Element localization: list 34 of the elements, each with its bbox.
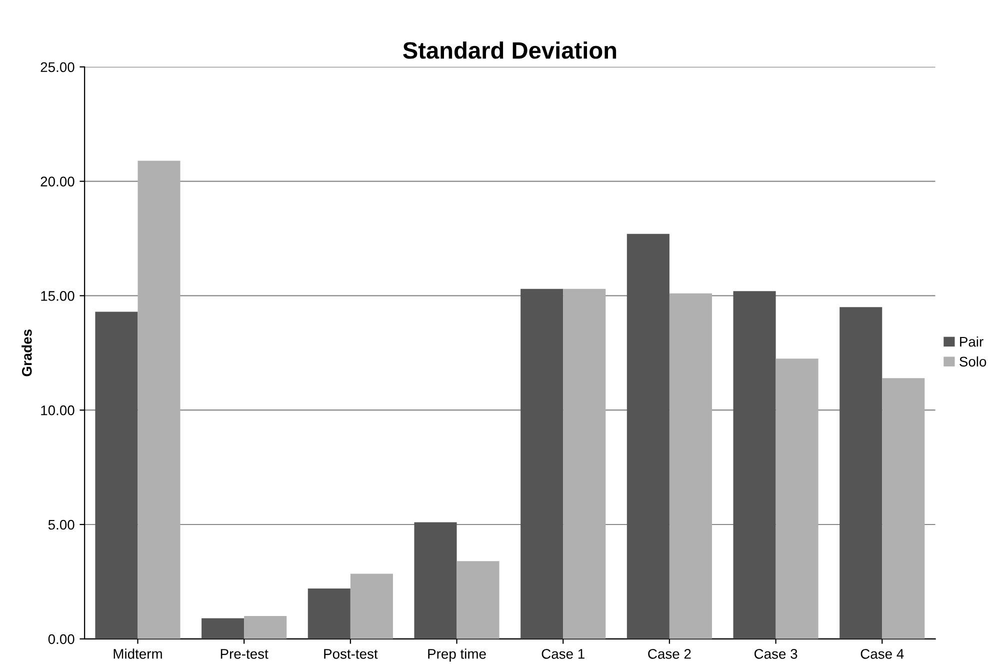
x-tick-label: Post-test bbox=[324, 649, 378, 659]
bar bbox=[669, 293, 712, 639]
y-axis-title: Grades bbox=[22, 330, 32, 376]
x-tick-label: Case 2 bbox=[648, 648, 691, 659]
y-tick-label: 15.00 bbox=[41, 291, 74, 301]
y-tick-label: 10.00 bbox=[41, 405, 74, 416]
bar bbox=[95, 312, 138, 639]
chart-title: Standard Deviation bbox=[403, 41, 616, 59]
bar bbox=[840, 307, 882, 639]
bar bbox=[414, 522, 457, 639]
bar bbox=[563, 288, 606, 639]
x-tick-label: Pre-test bbox=[220, 649, 268, 659]
y-tick-label: 5.00 bbox=[48, 520, 74, 530]
y-tick-label: 20.00 bbox=[40, 176, 74, 186]
x-tick-label: Prep time bbox=[428, 648, 486, 662]
bar bbox=[244, 616, 287, 639]
legend-label: Solo bbox=[960, 356, 986, 367]
bar bbox=[308, 588, 350, 639]
y-tick-label: 0.00 bbox=[48, 634, 74, 644]
x-tick-label: Case 4 bbox=[860, 648, 904, 659]
y-tick-label: 25.00 bbox=[40, 62, 74, 72]
bar bbox=[202, 618, 244, 639]
x-tick-label: Case 1 bbox=[542, 648, 584, 659]
x-tick-label: Midterm bbox=[114, 648, 162, 659]
bar bbox=[733, 291, 776, 639]
bar bbox=[626, 234, 670, 639]
bar bbox=[350, 574, 393, 639]
x-tick-label: Case 3 bbox=[754, 648, 798, 659]
bar bbox=[138, 160, 180, 639]
bar bbox=[456, 561, 500, 639]
bar bbox=[882, 378, 925, 639]
bar bbox=[520, 288, 564, 639]
bar bbox=[776, 358, 818, 639]
legend-label: Pair bbox=[960, 336, 984, 347]
